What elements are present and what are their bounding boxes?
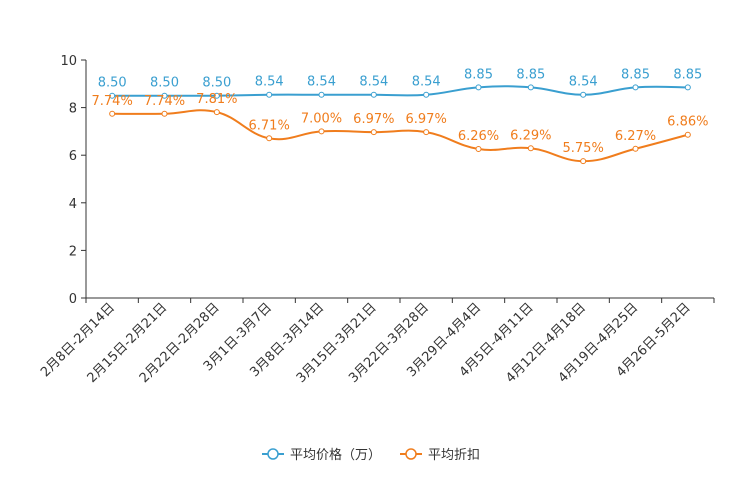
data-label: 8.54 (412, 75, 441, 90)
y-tick-label: 10 (60, 54, 77, 69)
data-label: 8.54 (307, 75, 336, 90)
data-label: 8.85 (464, 67, 493, 82)
data-label: 8.54 (255, 75, 284, 90)
y-tick-label: 2 (69, 244, 77, 259)
data-point[interactable] (632, 84, 639, 91)
y-tick-label: 4 (69, 197, 77, 212)
series-line-1 (112, 85, 688, 97)
axes: 02468102月8日-2月14日2月15日-2月21日2月22日-2月28日3… (38, 54, 715, 386)
data-point[interactable] (370, 129, 377, 136)
data-label: 6.27% (615, 129, 656, 144)
legend-circle-icon (267, 448, 279, 460)
data-point[interactable] (213, 109, 220, 116)
data-point[interactable] (318, 91, 325, 98)
data-label: 8.54 (569, 75, 598, 90)
data-point[interactable] (580, 91, 587, 98)
data-point[interactable] (684, 84, 691, 91)
data-point[interactable] (580, 158, 587, 165)
data-label: 6.71% (249, 118, 290, 133)
data-point[interactable] (109, 110, 116, 117)
data-point[interactable] (161, 92, 168, 99)
legend-item-2[interactable]: 平均折扣 (400, 448, 480, 463)
data-point[interactable] (527, 145, 534, 152)
data-label: 7.74% (92, 94, 133, 109)
data-label: 6.29% (510, 128, 551, 143)
data-point[interactable] (161, 110, 168, 117)
data-point[interactable] (266, 91, 273, 98)
data-point[interactable] (423, 91, 430, 98)
data-label: 8.50 (98, 76, 127, 91)
legend-label: 平均折扣 (428, 448, 480, 463)
data-label: 7.81% (196, 92, 237, 107)
data-labels: 8.50 8.50 8.50 8.54 8.54 8.54 8.54 8.85 8.85 8.54… (92, 67, 709, 156)
data-point[interactable] (684, 131, 691, 138)
series-lines (109, 84, 691, 165)
legend-item-1[interactable]: 平均价格（万） (262, 447, 381, 463)
y-tick-label: 0 (69, 292, 77, 307)
data-point[interactable] (475, 146, 482, 153)
data-point[interactable] (266, 135, 273, 142)
data-point[interactable] (423, 129, 430, 136)
legend-circle-icon (405, 448, 417, 460)
data-point[interactable] (109, 92, 116, 99)
data-point[interactable] (475, 84, 482, 91)
y-tick-label: 8 (69, 102, 77, 117)
legend-label: 平均价格（万） (290, 447, 381, 463)
data-label: 7.00% (301, 111, 342, 126)
data-label: 8.85 (673, 67, 702, 82)
data-label: 7.74% (144, 94, 185, 109)
data-point[interactable] (632, 145, 639, 152)
data-label: 6.97% (406, 112, 447, 127)
data-label: 8.85 (621, 67, 650, 82)
data-label: 6.86% (667, 115, 708, 130)
data-label: 6.26% (458, 129, 499, 144)
data-label: 8.50 (150, 76, 179, 91)
data-label: 8.50 (202, 76, 231, 91)
data-label: 5.75% (563, 141, 604, 156)
series-line-2 (112, 109, 689, 163)
data-label: 8.85 (516, 67, 545, 82)
data-label: 8.54 (359, 75, 388, 90)
data-point[interactable] (318, 128, 325, 135)
data-point[interactable] (370, 91, 377, 98)
data-point[interactable] (527, 84, 534, 91)
y-tick-label: 6 (69, 149, 77, 164)
data-point[interactable] (213, 92, 220, 99)
data-label: 6.97% (353, 112, 394, 127)
legend[interactable]: 平均价格（万） 平均折扣 (262, 447, 480, 463)
